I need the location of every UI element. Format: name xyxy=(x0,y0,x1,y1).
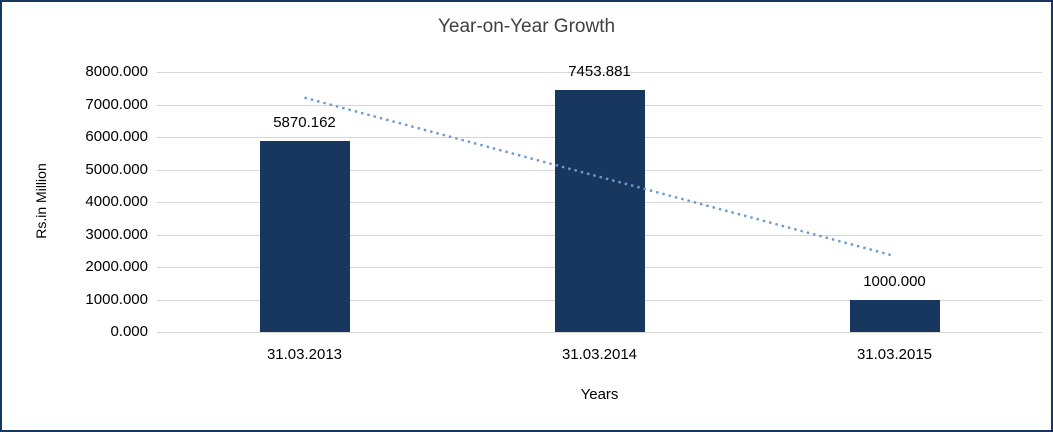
chart-title: Year-on-Year Growth xyxy=(437,16,616,37)
gridline xyxy=(157,332,1042,333)
x-category-label: 31.03.2014 xyxy=(561,346,638,363)
y-tick-label: 0.000 xyxy=(110,323,148,340)
data-label: 1000.000 xyxy=(863,272,926,290)
y-tick-label: 4000.000 xyxy=(85,193,148,210)
y-tick-label: 3000.000 xyxy=(85,225,148,243)
y-tick-label: 5000.000 xyxy=(85,160,148,178)
data-label: 7453.881 xyxy=(568,62,631,80)
x-category-label: 31.03.2013 xyxy=(266,346,343,363)
y-tick-label: 7000.000 xyxy=(85,95,148,113)
gridline xyxy=(157,72,1042,73)
y-tick-label: 8000.000 xyxy=(85,63,148,80)
y-tick-label: 1000.000 xyxy=(85,290,148,308)
bar xyxy=(259,141,350,332)
bar xyxy=(554,89,645,332)
x-category-label: 31.03.2015 xyxy=(856,346,933,363)
data-label: 5870.162 xyxy=(273,114,336,132)
x-axis-title: Years xyxy=(580,386,619,403)
bar xyxy=(849,299,940,332)
y-tick-label: 2000.000 xyxy=(85,258,148,275)
y-tick-label: 6000.000 xyxy=(85,128,148,145)
